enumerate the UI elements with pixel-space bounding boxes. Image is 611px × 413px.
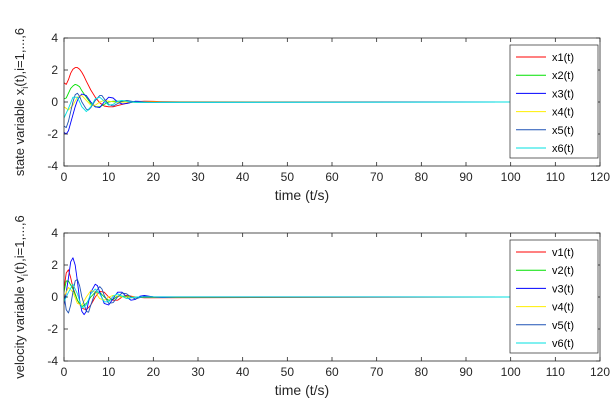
x-tick-label: 90 xyxy=(459,365,473,379)
y-tick-label: 2 xyxy=(51,258,58,272)
legend-label-x4(t): x4(t) xyxy=(552,107,574,119)
x-tick-label: 20 xyxy=(147,170,161,184)
chart-panel-1: 0 10 20 30 40 50 60 70 80 90 100 110 120 -4 -2 0 2 4 time … xyxy=(12,28,610,203)
x-tick-label: 40 xyxy=(236,170,250,184)
x-tick-label: 80 xyxy=(415,365,429,379)
legend-label-x3(t): x3(t) xyxy=(552,88,574,100)
y-tick-label: 0 xyxy=(51,290,58,304)
x-tick-label: 70 xyxy=(370,170,384,184)
x-axis-label: time (t/s) xyxy=(275,187,329,203)
x-tick-label: 90 xyxy=(459,170,473,184)
series-line-x5(t) xyxy=(64,92,511,129)
legend-label-v6(t): v6(t) xyxy=(552,338,574,350)
x-tick-label: 10 xyxy=(102,170,116,184)
y-tick-label: -2 xyxy=(47,322,58,336)
chart-panel-2: 0 10 20 30 40 50 60 70 80 90 100 110 120 -4 -2 0 2 4 time … xyxy=(12,215,610,398)
legend-label-v2(t): v2(t) xyxy=(552,265,574,277)
y-tick-label: 0 xyxy=(51,95,58,109)
y-axis-label: state variable xi(t),i=1,...,6 xyxy=(12,28,30,176)
legend: v1(t) v2(t) v3(t) v4(t) v5(t) v6(t) xyxy=(509,239,599,354)
y-tick-label: -4 xyxy=(47,354,58,368)
x-tick-label: 120 xyxy=(590,170,610,184)
series-line-x3(t) xyxy=(64,93,511,135)
x-tick-label: 0 xyxy=(61,365,68,379)
x-tick-label: 70 xyxy=(370,365,384,379)
series-group xyxy=(64,67,511,135)
x-tick-label: 0 xyxy=(61,170,68,184)
x-axis-label: time (t/s) xyxy=(275,382,329,398)
legend-box xyxy=(509,239,599,354)
y-tick-label: -4 xyxy=(47,159,58,173)
x-tick-label: 100 xyxy=(501,170,521,184)
x-tick-label: 50 xyxy=(281,365,295,379)
legend-label-x2(t): x2(t) xyxy=(552,70,574,82)
x-tick-label: 110 xyxy=(546,170,565,184)
x-tick-label: 110 xyxy=(546,365,565,379)
y-tick-label: -2 xyxy=(47,127,58,141)
x-tick-label: 60 xyxy=(325,170,339,184)
legend-label-v5(t): v5(t) xyxy=(552,320,574,332)
legend: x1(t) x2(t) x3(t) x4(t) x5(t) x6(t) xyxy=(509,44,599,159)
series-line-x6(t) xyxy=(64,96,511,119)
y-axis-label: velocity variable vi(t),i=1,...,6 xyxy=(12,215,30,379)
legend-label-v4(t): v4(t) xyxy=(552,302,574,314)
x-tick-label: 60 xyxy=(325,365,339,379)
x-tick-label: 50 xyxy=(281,170,295,184)
y-tick-label: 4 xyxy=(51,226,58,240)
legend-label-v1(t): v1(t) xyxy=(552,247,574,259)
legend-label-v3(t): v3(t) xyxy=(552,283,574,295)
x-tick-label: 100 xyxy=(501,365,521,379)
legend-label-x1(t): x1(t) xyxy=(552,52,574,64)
series-group xyxy=(64,257,511,316)
x-tick-label: 10 xyxy=(102,365,116,379)
legend-box xyxy=(509,44,599,159)
x-tick-label: 20 xyxy=(147,365,161,379)
x-tick-label: 40 xyxy=(236,365,250,379)
series-line-v3(t) xyxy=(64,257,511,316)
x-tick-label: 80 xyxy=(415,170,429,184)
x-tick-label: 30 xyxy=(191,365,205,379)
series-line-v5(t) xyxy=(64,278,511,314)
x-tick-label: 120 xyxy=(590,365,610,379)
y-tick-label: 2 xyxy=(51,63,58,77)
legend-label-x6(t): x6(t) xyxy=(552,143,574,155)
y-tick-label: 4 xyxy=(51,31,58,45)
series-line-v6(t) xyxy=(64,283,511,309)
legend-label-x5(t): x5(t) xyxy=(552,125,574,137)
x-tick-label: 30 xyxy=(191,170,205,184)
